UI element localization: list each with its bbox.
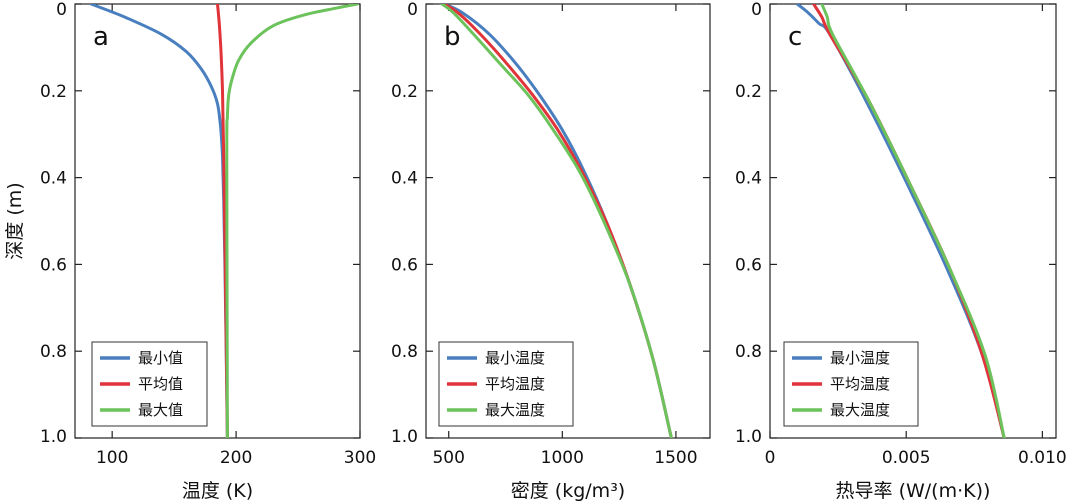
x-tick-label: 0 [765, 448, 776, 468]
series-lines [89, 4, 359, 438]
x-axis-title: 温度 (K) [182, 480, 253, 502]
legend-label: 最小值 [138, 349, 183, 367]
y-tick-label: 0.6 [40, 255, 67, 275]
x-tick-label: 500 [432, 448, 464, 468]
figure-ylabel: 深度 (m) [4, 182, 26, 259]
plot-frame [425, 3, 711, 439]
y-tick-label: 1.0 [40, 427, 67, 447]
panel-letter: c [788, 22, 802, 52]
legend-label: 最大温度 [485, 401, 545, 419]
y-tick-label: 0 [407, 0, 418, 20]
y-tick-label: 0.4 [40, 169, 67, 189]
legend-label: 平均温度 [830, 375, 890, 393]
x-tick-label: 0.010 [1018, 448, 1067, 468]
series-line [225, 4, 359, 438]
x-tick-label: 300 [344, 448, 376, 468]
y-tick-label: 0.8 [735, 342, 762, 362]
x-tick-label: 0.005 [882, 448, 931, 468]
y-tick-label: 0.2 [40, 82, 67, 102]
x-axis-title: 密度 (kg/m³) [511, 480, 625, 502]
y-tick-label: 0.6 [735, 255, 762, 275]
panel-letter: b [444, 22, 461, 52]
x-axis-title: 热导率 (W/(m·K)) [836, 480, 991, 502]
y-tick-label: 1.0 [735, 427, 762, 447]
legend-label: 最小温度 [485, 349, 545, 367]
legend-label: 最小温度 [830, 349, 890, 367]
y-tick-label: 0.4 [735, 169, 762, 189]
legend-label: 最大温度 [830, 401, 890, 419]
y-tick-label: 0.2 [735, 82, 762, 102]
legend-label: 平均温度 [485, 375, 545, 393]
x-tick-label: 1500 [654, 448, 697, 468]
series-lines [440, 4, 673, 438]
y-tick-label: 0.4 [391, 169, 418, 189]
panel-letter: a [93, 22, 109, 52]
panel-b: 0 0.2 0.4 0.6 0.8 1.0 500 1000 1500 密度 (kg/m³) b 最小… [391, 0, 711, 502]
series-lines [795, 4, 1006, 438]
series-line [440, 4, 673, 438]
panel-a: 0 0.2 0.4 0.6 0.8 1.0 100 200 300 温度 (K) a 最小值平均值最大… [40, 0, 376, 502]
legend-label: 最大值 [138, 401, 183, 419]
series-line [820, 4, 1006, 438]
x-tick-label: 100 [96, 448, 128, 468]
x-tick-label: 200 [220, 448, 252, 468]
y-tick-label: 0.2 [391, 82, 418, 102]
y-tick-label: 0.8 [40, 342, 67, 362]
y-tick-label: 1.0 [391, 427, 418, 447]
x-tick-label: 1000 [541, 448, 584, 468]
legend-label: 平均值 [138, 375, 183, 393]
y-tick-label: 0.6 [391, 255, 418, 275]
y-tick-label: 0.8 [391, 342, 418, 362]
plot-frame [769, 3, 1057, 439]
y-tick-label: 0 [56, 0, 67, 20]
y-tick-label: 0 [751, 0, 762, 20]
